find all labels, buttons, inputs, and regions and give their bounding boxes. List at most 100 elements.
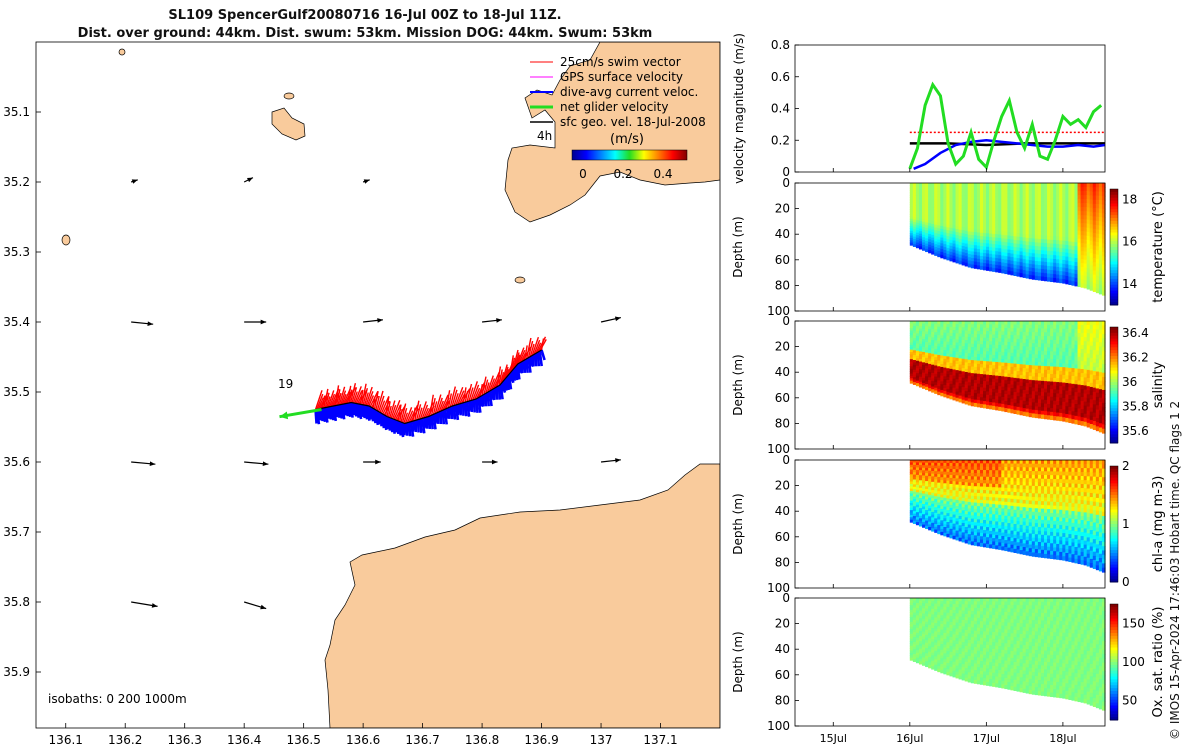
chlorophyll-section-cell <box>928 505 932 509</box>
salinity-section-cell <box>1056 355 1060 360</box>
chlorophyll-section-cell <box>961 491 966 496</box>
salinity-section-cell <box>1016 388 1021 394</box>
temperature-section-cell <box>1050 220 1054 226</box>
temperature-section-cell <box>961 214 966 219</box>
salinity-section-cell <box>912 328 917 332</box>
chlorophyll-section-cell <box>967 479 972 484</box>
salinity-section-cell <box>1053 324 1057 330</box>
salinity-section-cell <box>1031 376 1036 381</box>
salinity-section-cell <box>1037 373 1042 378</box>
temperature-section-cell <box>1101 204 1106 210</box>
salinity-section-cell <box>1007 349 1012 354</box>
chlorophyll-section-cell <box>961 522 966 527</box>
salinity-section-cell <box>964 384 969 389</box>
chlorophyll-section-cell <box>1022 481 1027 486</box>
temperature-section-cell <box>1083 271 1088 277</box>
temperature-section-cell <box>943 247 948 251</box>
swim-vector <box>403 412 409 424</box>
salinity-section-cell <box>1001 407 1005 412</box>
temperature-section-cell <box>1053 221 1057 226</box>
temperature-section-cell <box>1013 246 1018 252</box>
temperature-section-cell <box>967 244 972 249</box>
dive-avg-vector <box>499 384 504 400</box>
salinity-section-cell <box>979 324 984 329</box>
salinity-section-cell <box>912 379 917 383</box>
salinity-section-cell <box>1101 364 1106 369</box>
salinity-section-cell <box>998 324 1002 329</box>
salinity-section-cell <box>998 386 1002 391</box>
salinity-section-cell <box>1053 400 1057 406</box>
temperature-section-cell <box>915 215 920 219</box>
chlorophyll-section-cell <box>1001 501 1005 506</box>
chlorophyll-section-cell <box>952 487 957 491</box>
chlorophyll-section-cell <box>1010 467 1015 472</box>
temperature-section-cell <box>1019 273 1024 278</box>
temperature-section-cell <box>958 220 963 225</box>
temperature-section-cell <box>1059 183 1063 188</box>
salinity-section-cell <box>964 340 969 344</box>
chlorophyll-section-cell <box>909 493 914 497</box>
temperature-section-cell <box>1028 230 1033 236</box>
temperature-section-cell <box>1007 225 1012 230</box>
temperature-section-cell <box>1086 195 1091 200</box>
salinity-section-cell <box>912 350 917 354</box>
chlorophyll-section-cell <box>952 472 957 476</box>
temperature-section-cell <box>1092 241 1097 247</box>
temperature-section-cell <box>1047 194 1051 199</box>
chlorophyll-section-cell <box>964 475 969 480</box>
temperature-section-cell <box>918 223 923 227</box>
temperature-section-cell <box>1062 217 1066 223</box>
salinity-section-cell <box>1047 403 1051 409</box>
temperature-section-cell <box>995 230 999 235</box>
salinity-section-cell <box>1022 346 1027 351</box>
salinity-section-cell <box>918 364 923 368</box>
temperature-section-cell <box>1059 225 1063 230</box>
temperature-section-cell <box>946 221 951 225</box>
salinity-section-cell <box>1080 337 1085 342</box>
temperature-section-cell <box>940 246 944 250</box>
temperature-section-cell <box>955 225 960 230</box>
chlorophyll-section-cell <box>1037 460 1042 465</box>
salinity-section-cell <box>1047 321 1051 326</box>
swim-vector <box>390 404 397 419</box>
salinity-section-cell <box>1071 364 1076 369</box>
salinity-section-cell <box>949 383 954 388</box>
salinity-section-cell <box>1044 411 1048 416</box>
salinity-section-cell <box>1095 329 1100 335</box>
salinity-section-cell <box>1083 381 1088 387</box>
salinity-section-cell <box>1007 377 1012 382</box>
temperature-section-cell <box>1031 253 1036 258</box>
salinity-section-cell <box>1016 342 1021 347</box>
temperature-section-cell <box>918 226 923 230</box>
salinity-section-cell <box>1044 347 1048 352</box>
salinity-section-cell <box>1013 328 1018 333</box>
salinity-section-cell <box>918 371 923 375</box>
dive-avg-vector <box>432 414 437 430</box>
chlorophyll-section-cell <box>1001 536 1005 541</box>
temperature-section-cell <box>1007 207 1012 212</box>
salinity-section-cell <box>918 341 923 345</box>
temperature-section-cell <box>979 216 984 221</box>
salinity-section-cell <box>998 355 1002 360</box>
chlorophyll-section-cell <box>925 512 929 516</box>
salinity-section-cell <box>1074 384 1079 389</box>
salinity-section-cell <box>1040 343 1045 348</box>
swim-vector <box>481 376 487 396</box>
temperature-section-cell <box>949 203 954 208</box>
temperature-section-cell <box>992 216 996 221</box>
temperature-section-cell <box>1098 246 1103 252</box>
chlorophyll-section-cell <box>1013 506 1018 511</box>
temperature-section-cell <box>1010 271 1015 276</box>
temperature-section-cell <box>1004 259 1009 264</box>
temperature-section-cell <box>946 194 951 199</box>
temperature-section-cell <box>1053 224 1057 230</box>
chlorophyll-section-cell <box>995 538 999 543</box>
temperature-section-cell <box>922 198 926 202</box>
chlorophyll-section-cell <box>961 460 966 464</box>
temperature-section-cell <box>1095 195 1100 201</box>
temperature-section-cell <box>1050 232 1054 237</box>
salinity-section-cell <box>1016 371 1021 376</box>
temperature-section-cell <box>1071 214 1076 219</box>
temperature-section-cell <box>1059 213 1063 219</box>
temperature-section-cell <box>1101 273 1106 279</box>
